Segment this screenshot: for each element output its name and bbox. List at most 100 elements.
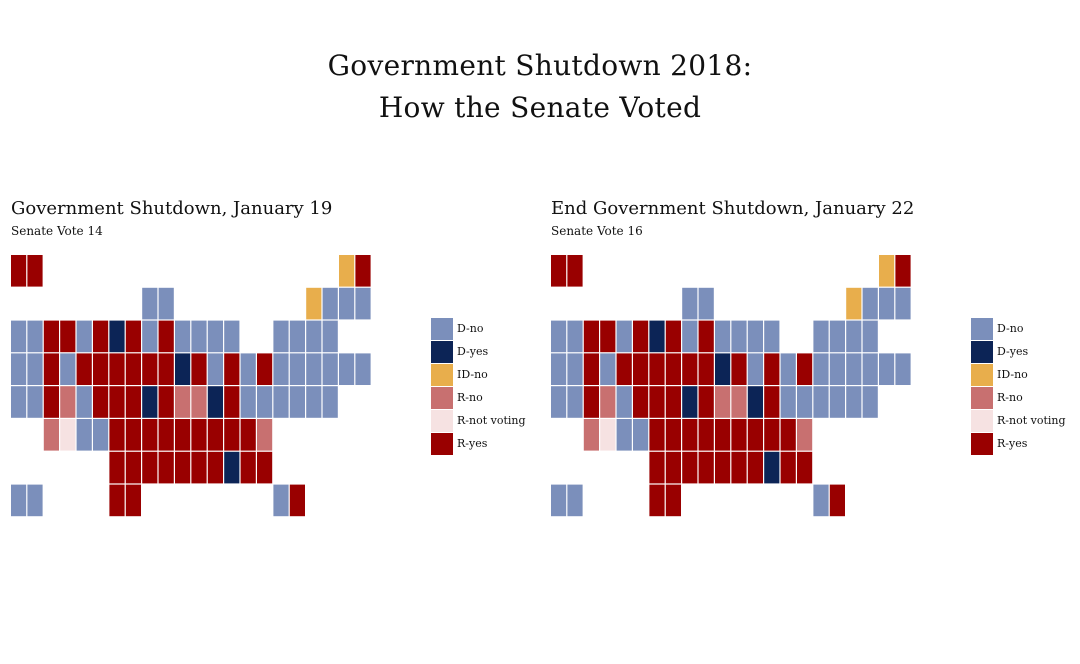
senator-tile — [142, 320, 158, 353]
senator-tile — [158, 419, 174, 451]
senator-tile — [879, 287, 895, 320]
legend-label: D-no — [997, 322, 1024, 335]
senator-tile — [551, 255, 567, 287]
senator-tile — [665, 386, 681, 418]
senator-tile — [895, 353, 911, 385]
senator-tile — [109, 386, 125, 418]
senator-tile — [11, 386, 27, 418]
senator-tile — [158, 287, 174, 320]
senator-tile — [829, 353, 845, 385]
senator-tile — [207, 353, 223, 385]
senator-tile — [797, 353, 813, 385]
senator-tile — [257, 419, 273, 451]
senator-tile — [306, 353, 322, 385]
senator-tile — [43, 320, 59, 353]
senator-tile — [60, 320, 76, 353]
senator-tile — [780, 353, 796, 385]
senator-tile — [289, 484, 305, 517]
senator-tile — [93, 386, 109, 418]
legend-label: D-no — [457, 322, 484, 335]
senator-tile — [813, 484, 829, 517]
senator-tile — [846, 287, 862, 320]
senator-tile — [175, 320, 191, 353]
senator-tile — [797, 386, 813, 418]
legend-swatch — [431, 410, 453, 432]
legend-swatch — [971, 387, 993, 409]
senator-tile — [616, 353, 632, 385]
senator-tile — [567, 255, 583, 287]
legend-swatch — [971, 433, 993, 455]
senator-tile — [649, 320, 665, 353]
senator-tile — [27, 353, 43, 385]
senator-tile — [142, 287, 158, 320]
senator-tile — [27, 484, 43, 517]
chart-january-19: Government Shutdown, January 19 Senate V… — [11, 196, 541, 536]
senator-tile — [715, 419, 731, 451]
senator-tile — [698, 451, 714, 484]
senator-tile — [649, 353, 665, 385]
senator-tile — [715, 386, 731, 418]
senator-tile — [747, 419, 763, 451]
senator-tile — [649, 451, 665, 484]
senator-tile — [27, 255, 43, 287]
senator-tile — [715, 451, 731, 484]
senator-tile — [764, 353, 780, 385]
senator-tile — [27, 386, 43, 418]
senator-tile — [322, 320, 338, 353]
senator-tile — [879, 255, 895, 287]
legend-label: R-yes — [997, 437, 1028, 450]
senator-tile — [240, 419, 256, 451]
senator-tile — [224, 353, 240, 385]
senator-tile — [257, 353, 273, 385]
senator-tile — [616, 386, 632, 418]
senator-tile — [682, 451, 698, 484]
senator-tile — [731, 451, 747, 484]
senator-tile — [665, 419, 681, 451]
senator-tile — [829, 386, 845, 418]
senator-tile — [731, 353, 747, 385]
senator-tile — [862, 320, 878, 353]
senator-tile — [797, 451, 813, 484]
senator-tile — [649, 484, 665, 517]
senator-tile — [306, 386, 322, 418]
senator-tile — [125, 451, 141, 484]
senator-tile — [191, 419, 207, 451]
senator-tile — [764, 419, 780, 451]
legend-swatch — [971, 318, 993, 340]
senator-tile — [60, 353, 76, 385]
senator-tile — [895, 255, 911, 287]
senator-tile — [109, 451, 125, 484]
senator-tile — [43, 386, 59, 418]
legend-swatch — [431, 433, 453, 455]
senator-tile — [355, 353, 371, 385]
senator-tile — [207, 386, 223, 418]
senator-tile — [339, 255, 355, 287]
senator-tile — [715, 320, 731, 353]
senator-tile — [273, 484, 289, 517]
senator-tile — [11, 320, 27, 353]
senator-tile — [829, 320, 845, 353]
senator-tile — [698, 320, 714, 353]
senator-tile — [257, 451, 273, 484]
senator-tile — [240, 451, 256, 484]
senator-tile — [93, 353, 109, 385]
page-title-line-2: How the Senate Voted — [378, 91, 702, 124]
legend-label: R-not voting — [457, 414, 526, 427]
senator-tile — [682, 419, 698, 451]
senator-tile — [698, 287, 714, 320]
senator-tile — [125, 320, 141, 353]
senator-tile — [731, 386, 747, 418]
senator-tile — [797, 419, 813, 451]
senator-tile — [11, 353, 27, 385]
senator-tile — [698, 419, 714, 451]
chart-january-22: End Government Shutdown, January 22 Sena… — [551, 196, 1080, 536]
senator-tile — [76, 419, 92, 451]
senator-tile — [191, 451, 207, 484]
senator-tile — [322, 353, 338, 385]
senator-tile — [306, 287, 322, 320]
chart-subtitle: Senate Vote 16 — [551, 224, 643, 238]
legend-swatch — [971, 341, 993, 363]
senator-tile — [698, 386, 714, 418]
senator-tile — [240, 386, 256, 418]
senator-tile — [224, 386, 240, 418]
